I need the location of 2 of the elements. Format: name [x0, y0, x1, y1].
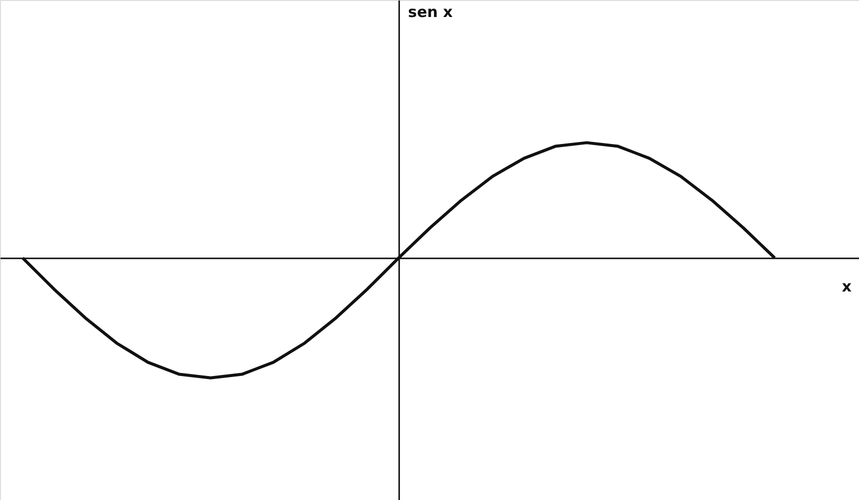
x-axis-title: x: [842, 277, 852, 296]
text: sen x: [408, 3, 454, 21]
